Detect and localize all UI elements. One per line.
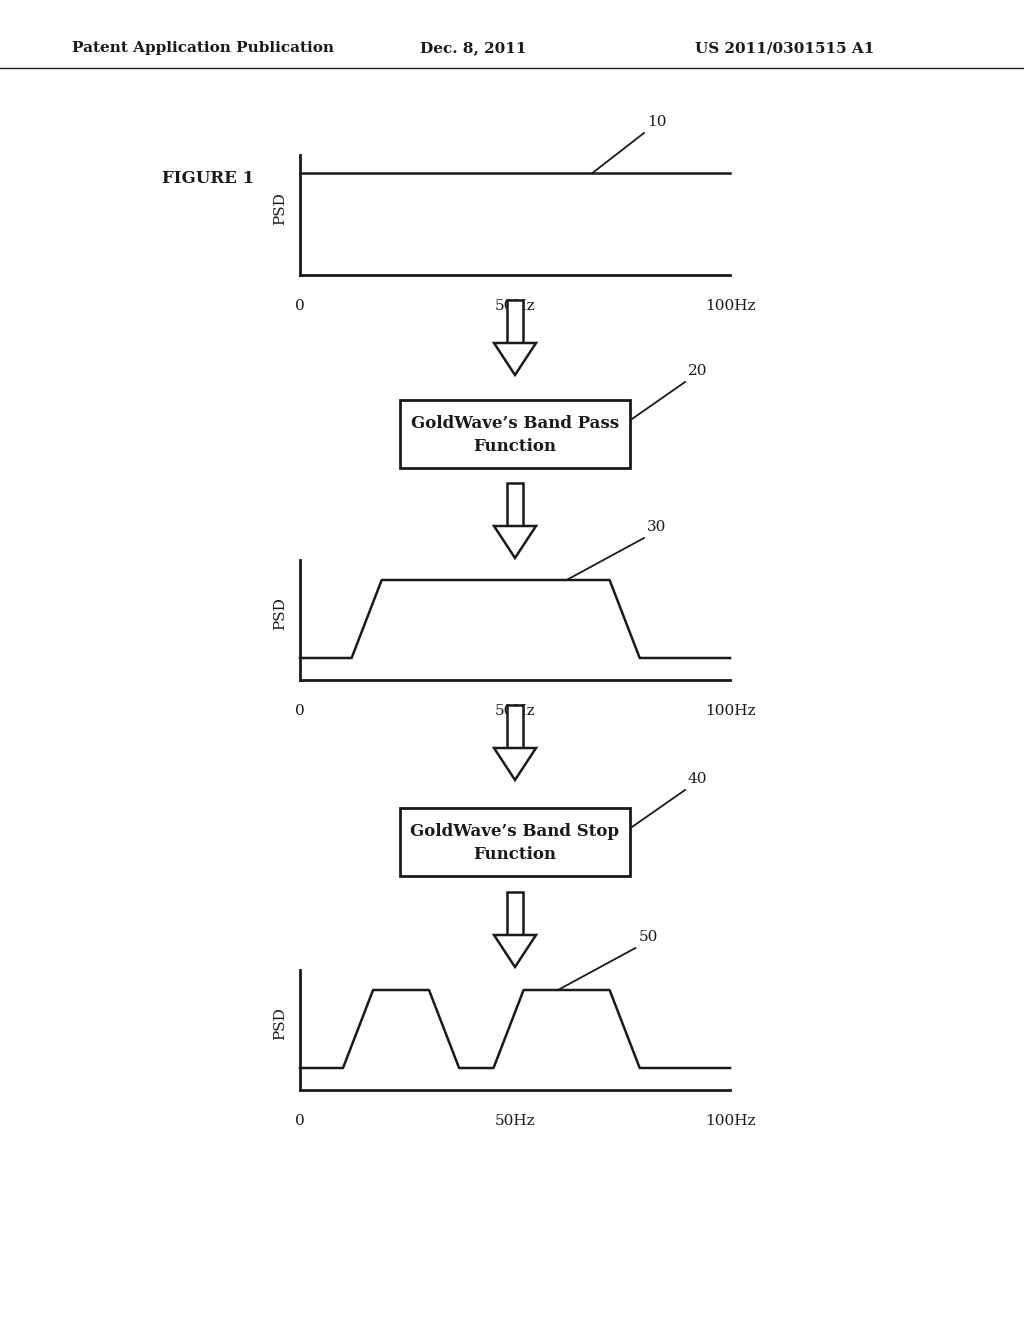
Polygon shape bbox=[494, 343, 536, 375]
Text: GoldWave’s Band Pass: GoldWave’s Band Pass bbox=[411, 416, 620, 433]
Bar bbox=[400, 400, 630, 469]
Text: US 2011/0301515 A1: US 2011/0301515 A1 bbox=[695, 41, 874, 55]
Text: 0: 0 bbox=[295, 704, 305, 718]
Text: 50Hz: 50Hz bbox=[495, 1114, 536, 1129]
Text: PSD: PSD bbox=[273, 1007, 287, 1040]
Text: 10: 10 bbox=[647, 115, 667, 129]
Text: Patent Application Publication: Patent Application Publication bbox=[72, 41, 334, 55]
Text: 50Hz: 50Hz bbox=[495, 300, 536, 313]
Text: Function: Function bbox=[473, 846, 556, 863]
Bar bbox=[507, 483, 523, 525]
Polygon shape bbox=[494, 748, 536, 780]
Bar bbox=[400, 808, 630, 876]
Text: 0: 0 bbox=[295, 300, 305, 313]
Text: 100Hz: 100Hz bbox=[705, 1114, 756, 1129]
Text: PSD: PSD bbox=[273, 598, 287, 631]
Text: FIGURE 1: FIGURE 1 bbox=[162, 170, 254, 187]
Text: 40: 40 bbox=[688, 772, 708, 785]
Text: 30: 30 bbox=[647, 520, 667, 535]
Text: 50Hz: 50Hz bbox=[495, 704, 536, 718]
Text: GoldWave’s Band Stop: GoldWave’s Band Stop bbox=[411, 824, 620, 841]
Text: 100Hz: 100Hz bbox=[705, 300, 756, 313]
Bar bbox=[507, 705, 523, 748]
Bar bbox=[507, 300, 523, 343]
Polygon shape bbox=[494, 525, 536, 558]
Bar bbox=[507, 892, 523, 935]
Text: PSD: PSD bbox=[273, 193, 287, 226]
Text: 0: 0 bbox=[295, 1114, 305, 1129]
Text: Dec. 8, 2011: Dec. 8, 2011 bbox=[420, 41, 526, 55]
Polygon shape bbox=[494, 935, 536, 968]
Text: Function: Function bbox=[473, 438, 556, 454]
Text: 100Hz: 100Hz bbox=[705, 704, 756, 718]
Text: 50: 50 bbox=[638, 931, 657, 944]
Text: 20: 20 bbox=[688, 364, 708, 378]
